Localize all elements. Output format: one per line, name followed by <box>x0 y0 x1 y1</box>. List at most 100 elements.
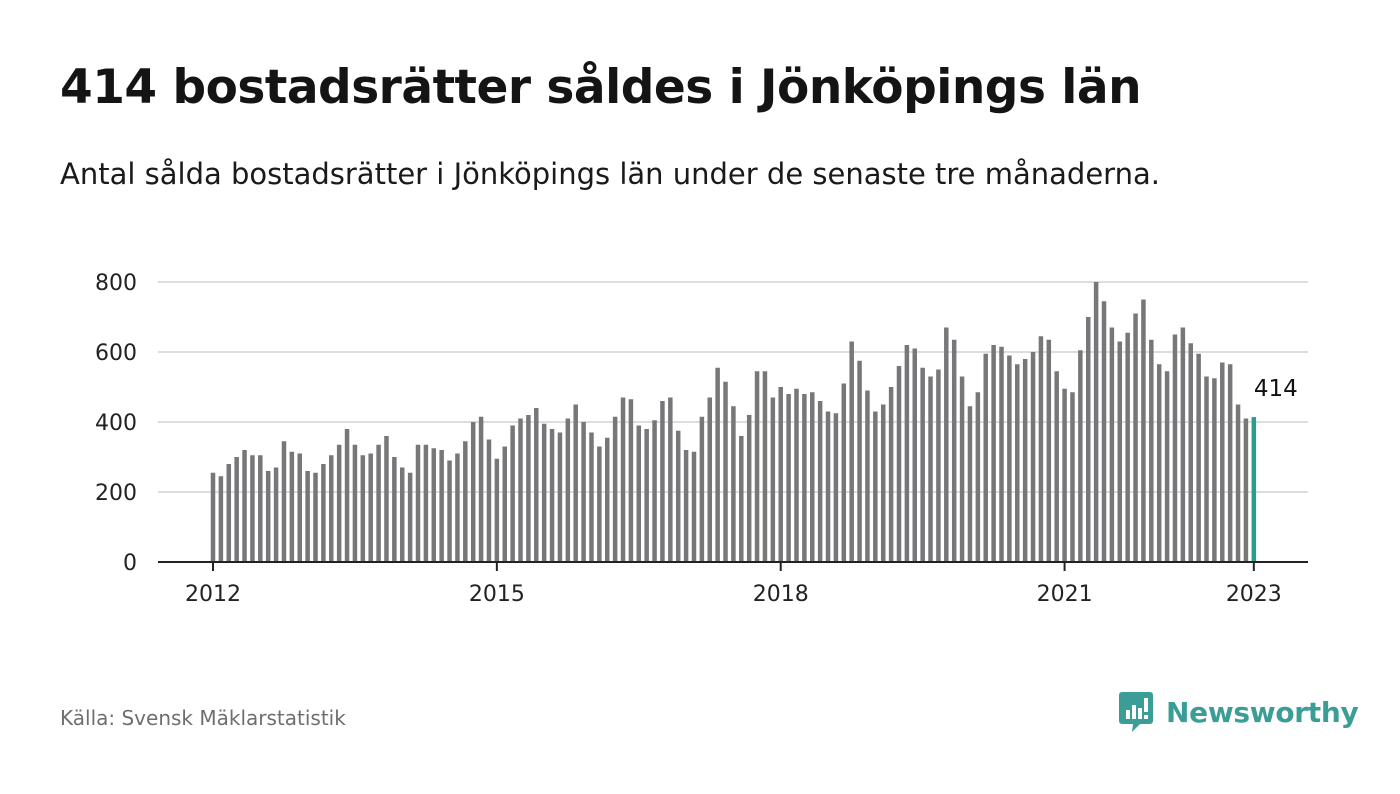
bar <box>928 376 933 562</box>
bar <box>715 367 720 562</box>
axes <box>158 561 1308 571</box>
brand-name: Newsworthy <box>1166 695 1359 729</box>
bar <box>1196 353 1201 562</box>
bar <box>534 408 539 562</box>
bar <box>597 446 602 562</box>
x-tick-label-2021: 2021 <box>1037 582 1093 607</box>
bar <box>912 348 918 562</box>
bar <box>258 455 263 562</box>
y-tick-label-800: 800 <box>95 271 137 296</box>
bar <box>754 371 760 562</box>
bar <box>336 444 342 562</box>
bar <box>644 429 649 562</box>
bar <box>936 369 941 562</box>
bar <box>833 413 839 562</box>
bar <box>541 423 547 562</box>
chart-title: 414 bostadsrätter såldes i Jönköpings lä… <box>60 60 1142 115</box>
bar <box>857 360 862 562</box>
bar <box>1141 299 1146 562</box>
x-tick-label-2023: 2023 <box>1226 582 1282 607</box>
bar <box>707 397 712 562</box>
bar <box>1038 336 1044 562</box>
bar <box>281 441 287 562</box>
bar <box>549 429 555 562</box>
bar <box>786 394 791 562</box>
bar <box>951 339 957 562</box>
bar <box>510 425 515 562</box>
bar <box>802 394 807 562</box>
bar <box>746 415 752 562</box>
bar-highlighted <box>1251 417 1257 562</box>
bar <box>439 450 444 562</box>
bar <box>210 472 216 562</box>
bar <box>494 458 500 562</box>
bar <box>825 411 831 562</box>
bar <box>1164 371 1170 562</box>
bar <box>1015 364 1020 562</box>
bar <box>652 420 657 562</box>
bar <box>565 418 571 562</box>
bar <box>1101 301 1107 562</box>
bar <box>368 453 373 562</box>
bar <box>975 392 981 562</box>
bar <box>1109 327 1115 562</box>
bar <box>486 439 492 562</box>
bar <box>431 448 437 562</box>
bar <box>849 341 854 562</box>
bar <box>1235 404 1241 562</box>
bar <box>1117 341 1123 562</box>
bar <box>628 399 634 562</box>
bar <box>463 441 468 562</box>
bar <box>683 450 689 562</box>
bar <box>873 411 878 562</box>
bar <box>1054 371 1059 562</box>
bar <box>502 446 507 562</box>
bar <box>778 387 783 562</box>
bar <box>1227 364 1233 562</box>
bar <box>636 425 642 562</box>
bar <box>589 432 594 562</box>
bar <box>329 455 334 562</box>
bar <box>967 406 973 562</box>
newsworthy-logo: Newsworthy <box>1118 690 1359 734</box>
bar <box>1046 339 1052 562</box>
x-tick-label-2018: 2018 <box>753 582 809 607</box>
bar <box>305 471 310 562</box>
bar <box>983 353 988 562</box>
bar <box>313 472 318 562</box>
bar <box>1156 364 1162 562</box>
bar <box>447 460 452 562</box>
labels: 0 200 400 600 800 2012 2015 2018 2021 2023 414 <box>95 271 1300 607</box>
bar <box>384 436 389 562</box>
bar <box>699 416 705 562</box>
bar <box>1204 376 1209 562</box>
bar <box>904 345 910 562</box>
bar <box>880 404 886 562</box>
bar <box>1030 352 1036 562</box>
bar <box>1149 339 1154 562</box>
bar <box>1220 362 1225 562</box>
y-tick-label-400: 400 <box>95 411 137 436</box>
bar <box>399 467 405 562</box>
bar <box>376 444 381 562</box>
last-value-label: 414 <box>1254 376 1298 402</box>
bar <box>455 453 460 562</box>
bar <box>888 387 894 562</box>
bar <box>770 397 776 562</box>
bar <box>415 444 421 562</box>
bar <box>1125 332 1130 562</box>
bar <box>1243 418 1249 562</box>
bar <box>1172 334 1178 562</box>
bar <box>944 327 949 562</box>
bar <box>1212 378 1217 562</box>
newsworthy-logo-icon <box>1119 692 1153 732</box>
bar <box>526 415 531 562</box>
bar <box>731 406 736 562</box>
x-tick-label-2012: 2012 <box>185 582 241 607</box>
bar <box>392 457 397 562</box>
bar <box>691 451 697 562</box>
bar <box>1188 343 1193 562</box>
bar <box>423 444 429 562</box>
bar <box>999 346 1004 562</box>
y-tick-label-600: 600 <box>95 341 137 366</box>
